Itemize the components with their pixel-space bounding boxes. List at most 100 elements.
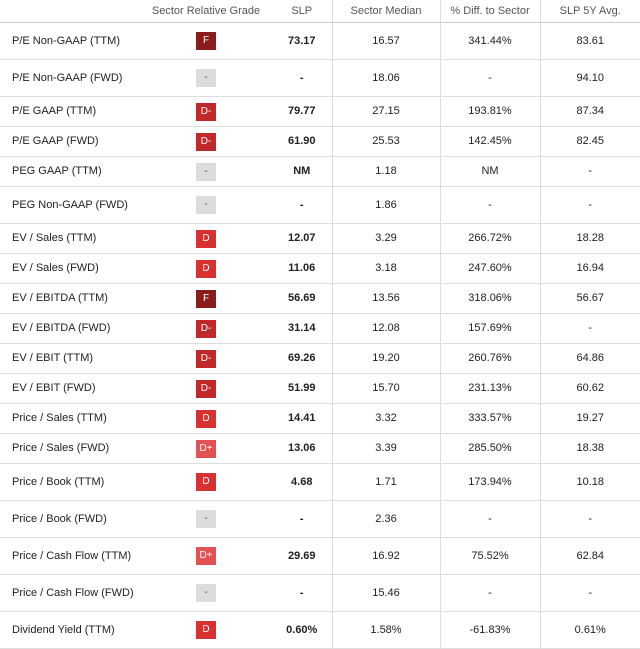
table-row: PEG Non-GAAP (FWD) - -1.86- -	[0, 186, 640, 224]
grade-badge: D-	[196, 319, 216, 338]
cell: D-	[140, 126, 272, 157]
table-row: Price / Sales (TTM) D 14.41 3.32 333.57% 19.2…	[0, 403, 640, 434]
cell: 94.10	[539, 59, 640, 97]
cell: 3.32	[331, 403, 440, 434]
grade-badge: -	[196, 510, 216, 528]
cell: 60.62	[539, 373, 640, 404]
cell: 157.69%	[439, 313, 540, 344]
metric-name: P/E GAAP (FWD)	[0, 126, 140, 157]
grade-badge: D-	[196, 349, 216, 368]
table-row: EV / Sales (FWD) D 11.06 3.18 247.60% 16.94	[0, 253, 640, 284]
cell: -	[539, 186, 640, 224]
cell: -	[539, 500, 640, 538]
cell: D	[140, 611, 272, 649]
cell: F	[140, 283, 272, 314]
cell: 231.13%	[439, 373, 540, 404]
metric-name: EV / Sales (FWD)	[0, 253, 140, 284]
cell: 3.39	[331, 433, 440, 464]
grade-badge: F	[196, 32, 216, 50]
cell: 27.15	[331, 96, 440, 127]
table-row: PEG GAAP (TTM) - NM 1.18 NM -	[0, 156, 640, 187]
cell: -	[272, 186, 332, 224]
table-row: P/E Non-GAAP (FWD) - -18.06-94.10	[0, 59, 640, 97]
cell: 16.94	[539, 253, 640, 284]
cell: 14.41	[272, 403, 332, 434]
header-cell: % Diff. to Sector	[439, 0, 540, 23]
cell: 247.60%	[439, 253, 540, 284]
cell: 1.18	[331, 156, 440, 187]
metric-name: Dividend Yield (TTM)	[0, 611, 140, 649]
cell: 13.56	[331, 283, 440, 314]
cell: 19.20	[331, 343, 440, 374]
cell: -	[140, 59, 272, 97]
grade-badge: -	[196, 196, 216, 214]
grade-badge: -	[196, 69, 216, 87]
cell: 83.61	[539, 22, 640, 60]
cell: -	[539, 156, 640, 187]
grade-badge: D-	[196, 132, 216, 151]
table-row: EV / Sales (TTM) D 12.07 3.29 266.72% 18.28	[0, 223, 640, 254]
cell: 10.18	[539, 463, 640, 501]
cell: 51.99	[272, 373, 332, 404]
metric-name: EV / EBIT (FWD)	[0, 373, 140, 404]
grade-badge: -	[196, 584, 216, 602]
cell: 1.58%	[331, 611, 440, 649]
table-row: EV / EBIT (TTM) D- 69.26 19.20 260.76% 64.86	[0, 343, 640, 374]
metric-name: Price / Book (TTM)	[0, 463, 140, 501]
cell: 73.17	[272, 22, 332, 60]
cell: 0.60%	[272, 611, 332, 649]
grade-badge: D	[196, 473, 216, 491]
cell: 87.34	[539, 96, 640, 127]
cell: 318.06%	[439, 283, 540, 314]
cell: 18.38	[539, 433, 640, 464]
header-cell	[0, 0, 140, 23]
table-row: Price / Cash Flow (FWD) - -15.46- -	[0, 574, 640, 612]
cell: 341.44%	[439, 22, 540, 60]
metric-name: P/E Non-GAAP (FWD)	[0, 59, 140, 97]
cell: -	[272, 500, 332, 538]
table-row: EV / EBIT (FWD) D- 51.99 15.70 231.13% 60.62	[0, 373, 640, 404]
cell: 62.84	[539, 537, 640, 575]
metric-name: P/E GAAP (TTM)	[0, 96, 140, 127]
cell: D+	[140, 433, 272, 464]
cell: 29.69	[272, 537, 332, 575]
cell: 25.53	[331, 126, 440, 157]
cell: -	[439, 186, 540, 224]
cell: D-	[140, 313, 272, 344]
cell: 16.92	[331, 537, 440, 575]
table-row: P/E GAAP (FWD) D- 61.90 25.53 142.45% 82.45	[0, 126, 640, 157]
grade-badge: F	[196, 289, 216, 308]
cell: 12.07	[272, 223, 332, 254]
table-row: EV / EBITDA (FWD) D- 31.14 12.08 157.69% -	[0, 313, 640, 344]
cell: 11.06	[272, 253, 332, 284]
cell: 285.50%	[439, 433, 540, 464]
cell: -	[439, 500, 540, 538]
cell: 266.72%	[439, 223, 540, 254]
cell: D	[140, 463, 272, 501]
cell: D	[140, 253, 272, 284]
cell: 333.57%	[439, 403, 540, 434]
cell: -	[140, 574, 272, 612]
grade-badge: D	[196, 409, 216, 428]
table-row: Price / Cash Flow (TTM) D+ 29.69 16.92 75.52…	[0, 537, 640, 575]
cell: 3.29	[331, 223, 440, 254]
header-row: Sector Relative Grade SLP Sector Median% D…	[0, 0, 640, 23]
cell: -	[439, 574, 540, 612]
cell: -	[539, 574, 640, 612]
cell: 173.94%	[439, 463, 540, 501]
cell: -	[272, 574, 332, 612]
cell: 56.67	[539, 283, 640, 314]
cell: 18.06	[331, 59, 440, 97]
cell: D+	[140, 537, 272, 575]
cell: NM	[272, 156, 332, 187]
table-row: Price / Book (FWD) - -2.36- -	[0, 500, 640, 538]
cell: 1.86	[331, 186, 440, 224]
header-cell: Sector Median	[331, 0, 440, 23]
metric-name: EV / EBIT (TTM)	[0, 343, 140, 374]
cell: -	[539, 313, 640, 344]
metric-name: Price / Book (FWD)	[0, 500, 140, 538]
metric-name: Price / Cash Flow (FWD)	[0, 574, 140, 612]
cell: D-	[140, 343, 272, 374]
cell: 260.76%	[439, 343, 540, 374]
